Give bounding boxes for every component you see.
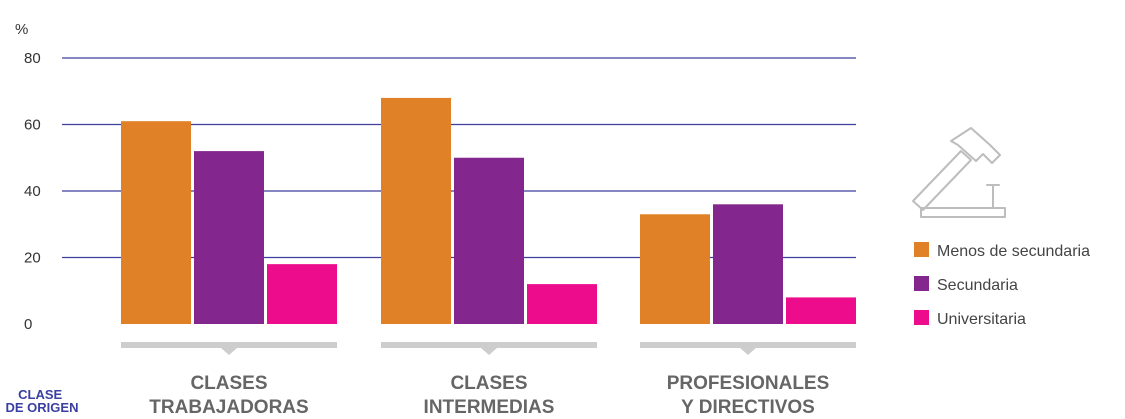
category-label-line: TRABAJADORAS [149, 397, 308, 418]
legend-swatch [914, 242, 929, 257]
category-labels: CLASES TRABAJADORAS CLASES INTERMEDIAS PROFE… [149, 373, 829, 418]
category-label: PROFESIONALES Y DIRECTIVOS [667, 373, 830, 418]
bar [454, 157, 524, 324]
category-bracket [381, 342, 597, 355]
bar [194, 151, 264, 324]
y-tick-label: 0 [24, 316, 32, 333]
category-label-line: CLASES [450, 373, 527, 394]
bar [121, 121, 191, 324]
bars [121, 97, 856, 325]
category-label-line: Y DIRECTIVOS [681, 397, 815, 418]
legend: Menos de secundaria Secundaria Universitar… [914, 242, 1090, 328]
y-tick-label: 20 [24, 250, 41, 267]
y-tick-label: 40 [24, 183, 41, 200]
legend-label: Secundaria [937, 277, 1018, 294]
legend-label: Universitaria [937, 311, 1026, 328]
bar [640, 214, 710, 324]
legend-swatch [914, 276, 929, 291]
legend-label: Menos de secundaria [937, 243, 1090, 260]
y-tick-label: 80 [24, 50, 41, 67]
category-label: CLASES INTERMEDIAS [424, 373, 555, 418]
legend-swatch [914, 310, 929, 325]
bar [713, 204, 783, 324]
y-tick-label: 60 [24, 117, 41, 134]
bar [527, 284, 597, 324]
x-axis-title-line-1: CLASE [18, 387, 62, 402]
category-label-line: INTERMEDIAS [424, 397, 555, 418]
bar [381, 97, 451, 325]
category-label: CLASES TRABAJADORAS [149, 373, 308, 418]
y-axis-unit-label: % [15, 21, 28, 38]
bar [267, 264, 337, 324]
category-brackets [121, 342, 856, 355]
x-axis-title-line-2: DE ORIGEN [6, 400, 79, 415]
category-bracket [121, 342, 337, 355]
y-tick-labels: 0 20 40 60 80 [24, 50, 41, 333]
category-label-line: CLASES [190, 373, 267, 394]
category-bracket [640, 342, 856, 355]
hammer-and-nail-icon [912, 127, 1006, 218]
x-axis-title: CLASE DE ORIGEN [6, 387, 79, 415]
bar [786, 297, 856, 324]
category-label-line: PROFESIONALES [667, 373, 830, 394]
